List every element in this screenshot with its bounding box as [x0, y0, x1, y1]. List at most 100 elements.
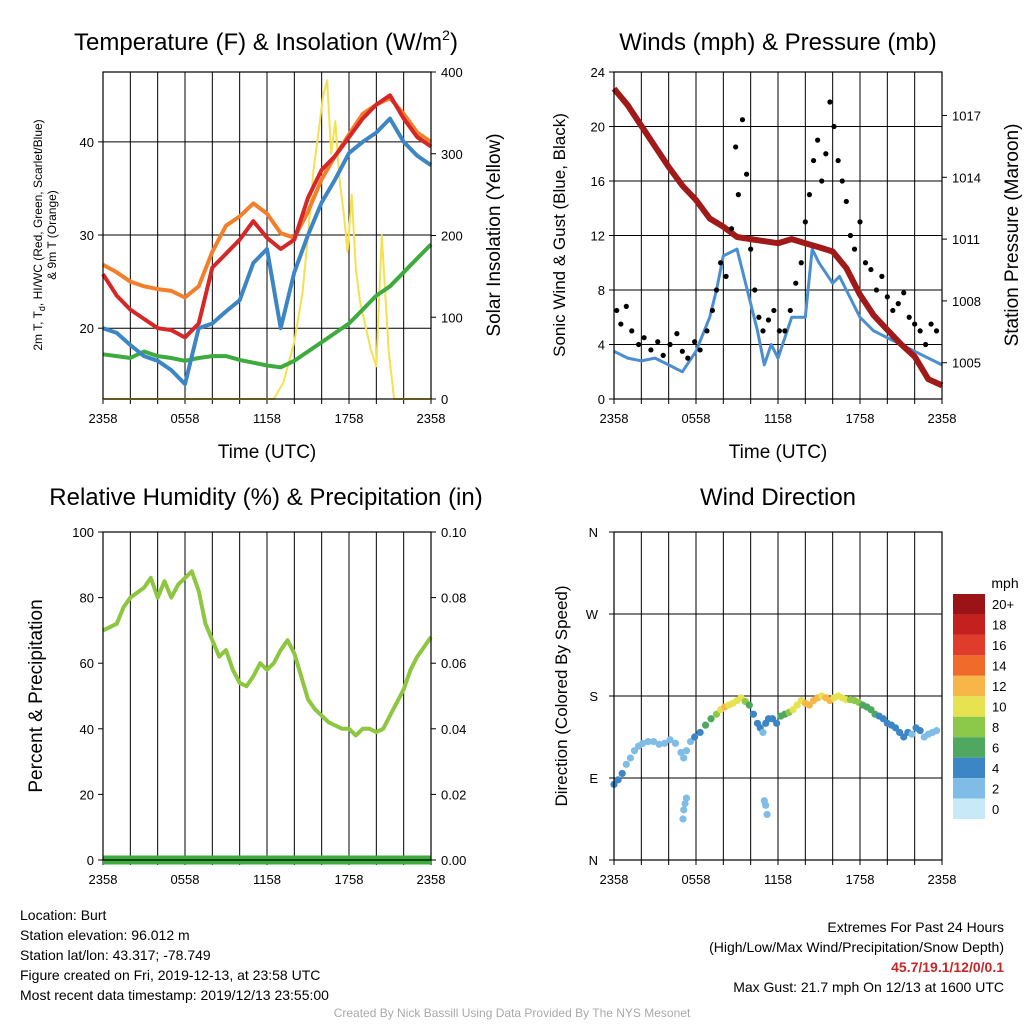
- extremes-values: 45.7/19.1/12/0/0.1: [891, 959, 1004, 975]
- x-tick-label: 0558: [682, 872, 711, 887]
- legend-label: 20+: [992, 597, 1014, 612]
- legend-swatch: [953, 675, 985, 697]
- gust-point: [618, 321, 624, 327]
- x-tick-label: 2358: [89, 872, 118, 887]
- direction-ylabel: Direction (Colored By Speed): [552, 585, 571, 806]
- y-tick-label: 0: [598, 392, 605, 407]
- speed-legend: 20+ 18 16 14 12 10 8 6 4 2 0: [953, 594, 1014, 819]
- y2-tick-label: 1005: [952, 356, 981, 371]
- y-tick-label: 80: [80, 591, 94, 606]
- y2-tick-label: 0.04: [441, 722, 466, 737]
- legend-swatch: [953, 655, 985, 676]
- humidity-ylabel: Percent & Precipitation: [26, 599, 47, 792]
- x-tick-label: 2358: [928, 872, 957, 887]
- y-tick-label: E: [589, 771, 598, 786]
- direction-point: [660, 739, 669, 747]
- winds-y2label: Station Pressure (Maroon): [1002, 124, 1023, 347]
- direction-point: [760, 797, 768, 805]
- created-text: Figure created on Fri, 2019-12-13, at 23…: [20, 967, 321, 983]
- x-tick-label: 1158: [253, 872, 281, 887]
- gust-point: [890, 307, 896, 314]
- direction-point: [666, 736, 674, 744]
- x-tick-label: 2358: [600, 872, 629, 887]
- gust-point: [901, 290, 907, 296]
- latlon-text: Station lat/lon: 43.317; -78.749: [20, 947, 211, 963]
- gust-point: [782, 328, 788, 334]
- gust-point: [851, 246, 858, 252]
- legend-swatch: [953, 737, 985, 758]
- elevation-text: Station elevation: 96.012 m: [20, 927, 190, 943]
- y-tick-label: 24: [591, 65, 605, 80]
- y-tick-label: 60: [80, 656, 94, 671]
- y2-tick-label: 300: [441, 147, 463, 162]
- gust-point: [765, 317, 772, 323]
- legend-swatch: [953, 757, 985, 779]
- gust-point: [733, 144, 739, 150]
- gust-point: [776, 328, 782, 334]
- gust-point: [873, 287, 880, 293]
- gust-point: [798, 260, 804, 266]
- gust-point: [760, 328, 766, 334]
- direction-point: [671, 739, 680, 747]
- humidity-title: Relative Humidity (%) & Precipitation (i…: [49, 484, 482, 511]
- gust-point: [895, 301, 901, 307]
- direction-point: [655, 740, 663, 748]
- y-tick-label: W: [586, 607, 599, 622]
- direction-point: [749, 710, 758, 718]
- x-tick-label: 1158: [764, 872, 792, 887]
- gust-point: [660, 352, 666, 358]
- gust-point: [810, 157, 817, 164]
- direction-point: [682, 794, 691, 802]
- y-tick-label: 12: [591, 229, 605, 244]
- gust-point: [655, 339, 661, 345]
- direction-point: [644, 737, 652, 746]
- legend-label: 6: [992, 740, 999, 755]
- legend-swatch: [953, 798, 985, 819]
- direction-title: Wind Direction: [700, 484, 856, 511]
- y-tick-label: 100: [72, 525, 94, 540]
- gust-point: [713, 287, 720, 293]
- gust-point: [623, 303, 629, 309]
- gust-point: [787, 307, 793, 314]
- gust-point: [831, 123, 837, 130]
- series-line: [102, 242, 433, 370]
- direction-point: [707, 715, 715, 723]
- legend-label: 4: [992, 761, 999, 776]
- x-tick-label: 0558: [171, 411, 200, 426]
- plot-frame: [102, 531, 432, 861]
- station-info: Location: Burt Station elevation: 96.012…: [20, 905, 329, 1005]
- direction-point: [908, 730, 916, 738]
- gust-point: [793, 280, 799, 286]
- gust-point: [815, 137, 821, 143]
- gust-point: [923, 341, 929, 348]
- gust-point: [862, 260, 869, 266]
- direction-point: [622, 760, 630, 768]
- legend-label: 8: [992, 720, 999, 735]
- gust-point: [735, 192, 741, 198]
- direction-point: [701, 721, 710, 729]
- y-tick-label: 20: [591, 120, 605, 135]
- y2-tick-label: 200: [441, 229, 463, 244]
- legend-label: 14: [992, 659, 1006, 674]
- direction-point: [639, 739, 647, 747]
- direction-point: [679, 815, 687, 823]
- gust-point: [674, 331, 680, 337]
- direction-point: [773, 719, 781, 727]
- direction-point: [626, 754, 635, 762]
- y2-tick-label: 0.10: [441, 525, 466, 540]
- plot-frame: [102, 71, 432, 400]
- legend-swatch: [953, 614, 985, 635]
- legend-label: 10: [992, 700, 1006, 715]
- direction-point: [650, 737, 658, 746]
- x-tick-label: 1758: [846, 411, 875, 426]
- y-tick-label: 40: [80, 722, 94, 737]
- winds-ylabel: Sonic Wind & Gust (Blue, Black): [550, 113, 569, 357]
- direction-point: [682, 747, 691, 755]
- x-tick-label: 1758: [846, 872, 875, 887]
- gust-point: [835, 157, 841, 164]
- extremes-info: Extremes For Past 24 Hours (High/Low/Max…: [709, 917, 1004, 997]
- x-tick-label: 2358: [600, 411, 629, 426]
- gust-point: [917, 328, 923, 334]
- y2-tick-label: 0: [441, 392, 448, 407]
